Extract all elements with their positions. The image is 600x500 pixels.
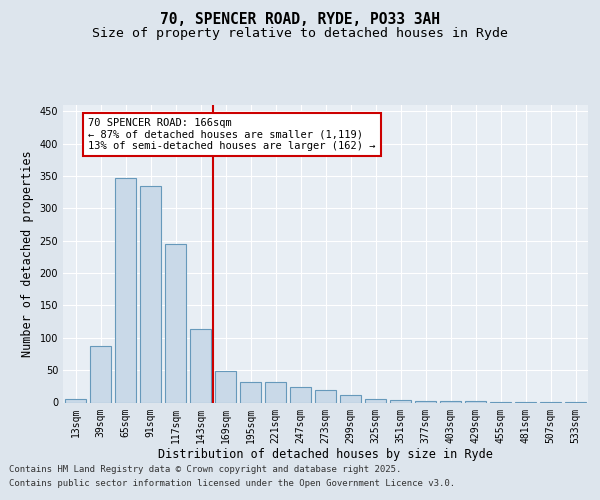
- Bar: [165, 244, 186, 402]
- Bar: [90, 346, 111, 403]
- Text: 70 SPENCER ROAD: 166sqm
← 87% of detached houses are smaller (1,119)
13% of semi: 70 SPENCER ROAD: 166sqm ← 87% of detache…: [88, 118, 376, 151]
- Bar: [390, 400, 411, 402]
- Y-axis label: Number of detached properties: Number of detached properties: [21, 150, 34, 357]
- Bar: [465, 400, 486, 402]
- Bar: [340, 394, 361, 402]
- Bar: [265, 382, 286, 402]
- Bar: [440, 400, 461, 402]
- Text: 70, SPENCER ROAD, RYDE, PO33 3AH: 70, SPENCER ROAD, RYDE, PO33 3AH: [160, 12, 440, 28]
- Text: Contains HM Land Registry data © Crown copyright and database right 2025.: Contains HM Land Registry data © Crown c…: [9, 466, 401, 474]
- Bar: [315, 390, 336, 402]
- Text: Contains public sector information licensed under the Open Government Licence v3: Contains public sector information licen…: [9, 479, 455, 488]
- X-axis label: Distribution of detached houses by size in Ryde: Distribution of detached houses by size …: [158, 448, 493, 461]
- Bar: [215, 372, 236, 402]
- Bar: [65, 400, 86, 402]
- Bar: [240, 382, 261, 402]
- Bar: [190, 330, 211, 402]
- Bar: [415, 400, 436, 402]
- Bar: [140, 186, 161, 402]
- Bar: [365, 398, 386, 402]
- Bar: [290, 387, 311, 402]
- Bar: [115, 178, 136, 402]
- Text: Size of property relative to detached houses in Ryde: Size of property relative to detached ho…: [92, 28, 508, 40]
